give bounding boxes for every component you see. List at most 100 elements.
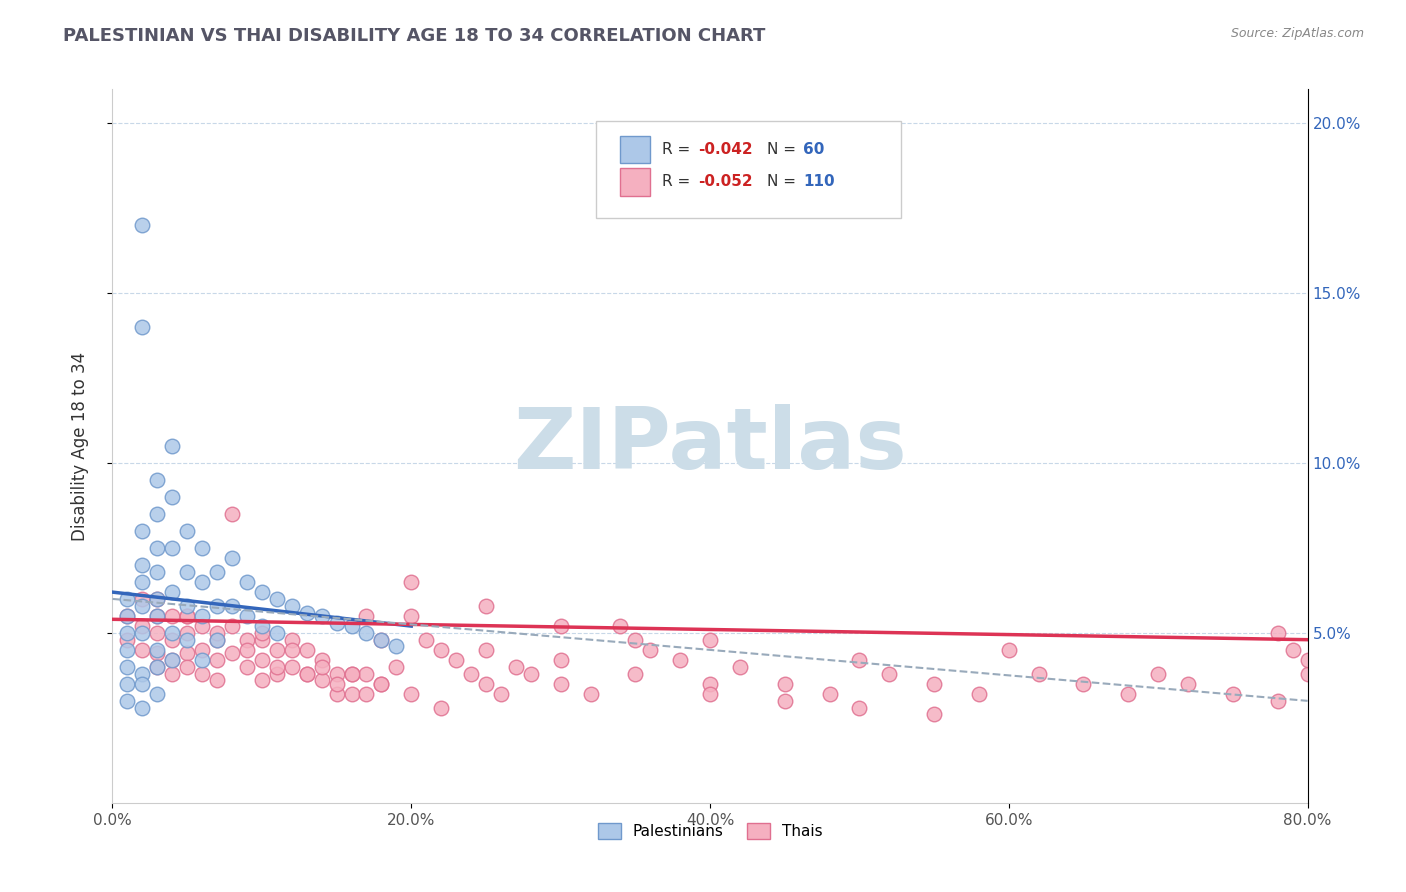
Point bbox=[340, 687, 363, 701]
Point bbox=[162, 439, 183, 453]
Point bbox=[1028, 666, 1050, 681]
Point bbox=[1296, 653, 1319, 667]
Text: 110: 110 bbox=[803, 175, 835, 189]
Point bbox=[699, 677, 721, 691]
Point bbox=[117, 608, 139, 623]
Point bbox=[191, 541, 214, 555]
Text: Source: ZipAtlas.com: Source: ZipAtlas.com bbox=[1230, 27, 1364, 40]
Point bbox=[162, 632, 183, 647]
Point bbox=[281, 660, 304, 674]
Point bbox=[146, 591, 169, 606]
Point bbox=[236, 643, 259, 657]
Point bbox=[131, 677, 153, 691]
Point bbox=[131, 320, 153, 334]
Point bbox=[117, 677, 139, 691]
Point bbox=[325, 615, 347, 630]
Point bbox=[205, 632, 228, 647]
Point bbox=[117, 591, 139, 606]
Text: PALESTINIAN VS THAI DISABILITY AGE 18 TO 34 CORRELATION CHART: PALESTINIAN VS THAI DISABILITY AGE 18 TO… bbox=[63, 27, 766, 45]
Text: N =: N = bbox=[768, 175, 801, 189]
Point bbox=[505, 660, 527, 674]
Point bbox=[460, 666, 482, 681]
Point bbox=[624, 632, 647, 647]
Point bbox=[176, 608, 198, 623]
Point bbox=[117, 608, 139, 623]
Point bbox=[266, 643, 288, 657]
Point bbox=[162, 541, 183, 555]
Point bbox=[236, 632, 259, 647]
Point bbox=[340, 666, 363, 681]
Point bbox=[1267, 626, 1289, 640]
Point bbox=[221, 551, 243, 566]
Point bbox=[401, 687, 423, 701]
Point bbox=[162, 653, 183, 667]
Legend: Palestinians, Thais: Palestinians, Thais bbox=[592, 817, 828, 845]
Point bbox=[669, 653, 692, 667]
Point bbox=[250, 619, 273, 633]
Point bbox=[221, 619, 243, 633]
Point bbox=[295, 666, 318, 681]
Point bbox=[385, 660, 408, 674]
Point bbox=[401, 608, 423, 623]
Point bbox=[967, 687, 990, 701]
Point bbox=[550, 653, 572, 667]
FancyBboxPatch shape bbox=[620, 136, 651, 163]
Point bbox=[146, 626, 169, 640]
Y-axis label: Disability Age 18 to 34: Disability Age 18 to 34 bbox=[70, 351, 89, 541]
Point bbox=[1281, 643, 1303, 657]
Point bbox=[236, 608, 259, 623]
Point bbox=[250, 632, 273, 647]
Point bbox=[475, 677, 498, 691]
Point bbox=[520, 666, 543, 681]
Point bbox=[385, 640, 408, 654]
Point bbox=[146, 591, 169, 606]
Point bbox=[401, 574, 423, 589]
Point bbox=[356, 687, 378, 701]
Point bbox=[281, 632, 304, 647]
FancyBboxPatch shape bbox=[596, 121, 901, 218]
Point bbox=[146, 643, 169, 657]
Point bbox=[131, 626, 153, 640]
Point bbox=[773, 677, 796, 691]
Point bbox=[266, 626, 288, 640]
Point bbox=[176, 599, 198, 613]
Point bbox=[266, 660, 288, 674]
Text: 60: 60 bbox=[803, 143, 825, 157]
Point bbox=[998, 643, 1021, 657]
Point bbox=[356, 608, 378, 623]
Point bbox=[176, 632, 198, 647]
Point bbox=[250, 626, 273, 640]
Point bbox=[728, 660, 751, 674]
Point bbox=[295, 666, 318, 681]
Point bbox=[221, 507, 243, 521]
Point bbox=[176, 646, 198, 660]
Point bbox=[370, 677, 392, 691]
Point bbox=[146, 660, 169, 674]
Point bbox=[131, 619, 153, 633]
Point bbox=[191, 574, 214, 589]
Point bbox=[117, 660, 139, 674]
Point bbox=[250, 585, 273, 599]
Point bbox=[131, 591, 153, 606]
Point bbox=[146, 687, 169, 701]
Point bbox=[205, 626, 228, 640]
Point bbox=[131, 574, 153, 589]
Point bbox=[415, 632, 437, 647]
Point bbox=[266, 591, 288, 606]
Point bbox=[281, 599, 304, 613]
Point bbox=[370, 677, 392, 691]
Point bbox=[176, 608, 198, 623]
Point bbox=[640, 643, 662, 657]
Point bbox=[146, 507, 169, 521]
Point bbox=[773, 694, 796, 708]
Point bbox=[550, 619, 572, 633]
Point bbox=[205, 653, 228, 667]
Point bbox=[117, 643, 139, 657]
Point bbox=[146, 608, 169, 623]
Point bbox=[176, 565, 198, 579]
Point bbox=[699, 632, 721, 647]
Point bbox=[325, 666, 347, 681]
Point bbox=[162, 608, 183, 623]
Point bbox=[131, 666, 153, 681]
Point bbox=[205, 673, 228, 688]
